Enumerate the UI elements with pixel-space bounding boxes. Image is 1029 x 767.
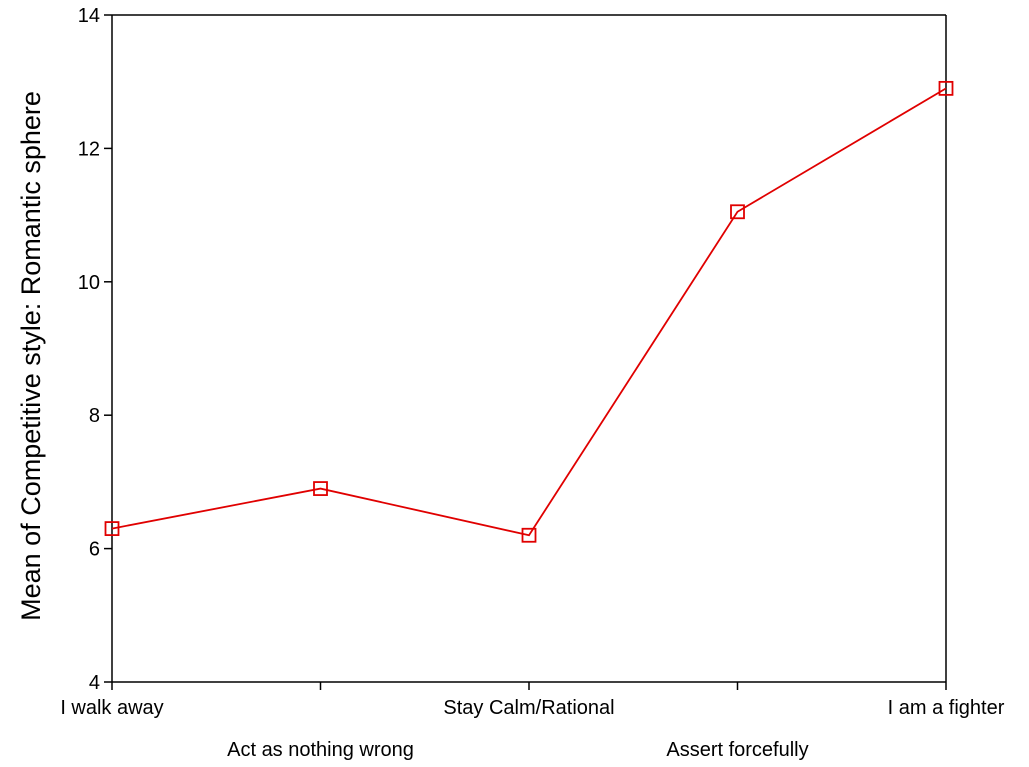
x-tick-label: I am a fighter xyxy=(888,697,1005,719)
x-axis-ticks: I walk away Act as nothing wrong Stay Calm… xyxy=(60,682,1005,761)
y-tick-label: 4 xyxy=(89,672,100,694)
x-tick-label: Assert forcefully xyxy=(666,739,808,761)
data-point-marker xyxy=(104,521,120,536)
data-point-marker xyxy=(730,204,745,220)
x-tick-label: I walk away xyxy=(60,697,163,719)
data-point-marker xyxy=(938,80,954,96)
data-point-marker xyxy=(521,527,537,543)
y-tick-label: 14 xyxy=(78,5,100,27)
data-point-marker xyxy=(313,481,328,496)
series-layer xyxy=(104,80,954,543)
y-tick-label: 8 xyxy=(89,405,100,427)
y-axis-title: Mean of Competitive style: Romantic sphe… xyxy=(16,91,46,621)
y-axis-ticks: 4 6 8 10 12 14 xyxy=(78,5,112,694)
y-tick-label: 10 xyxy=(78,272,100,294)
plot-frame xyxy=(111,14,947,683)
x-tick-label: Act as nothing wrong xyxy=(227,739,414,761)
y-tick-label: 12 xyxy=(78,138,100,160)
x-tick-label: Stay Calm/Rational xyxy=(443,697,614,719)
y-tick-label: 6 xyxy=(89,539,100,561)
series-line xyxy=(111,87,947,537)
